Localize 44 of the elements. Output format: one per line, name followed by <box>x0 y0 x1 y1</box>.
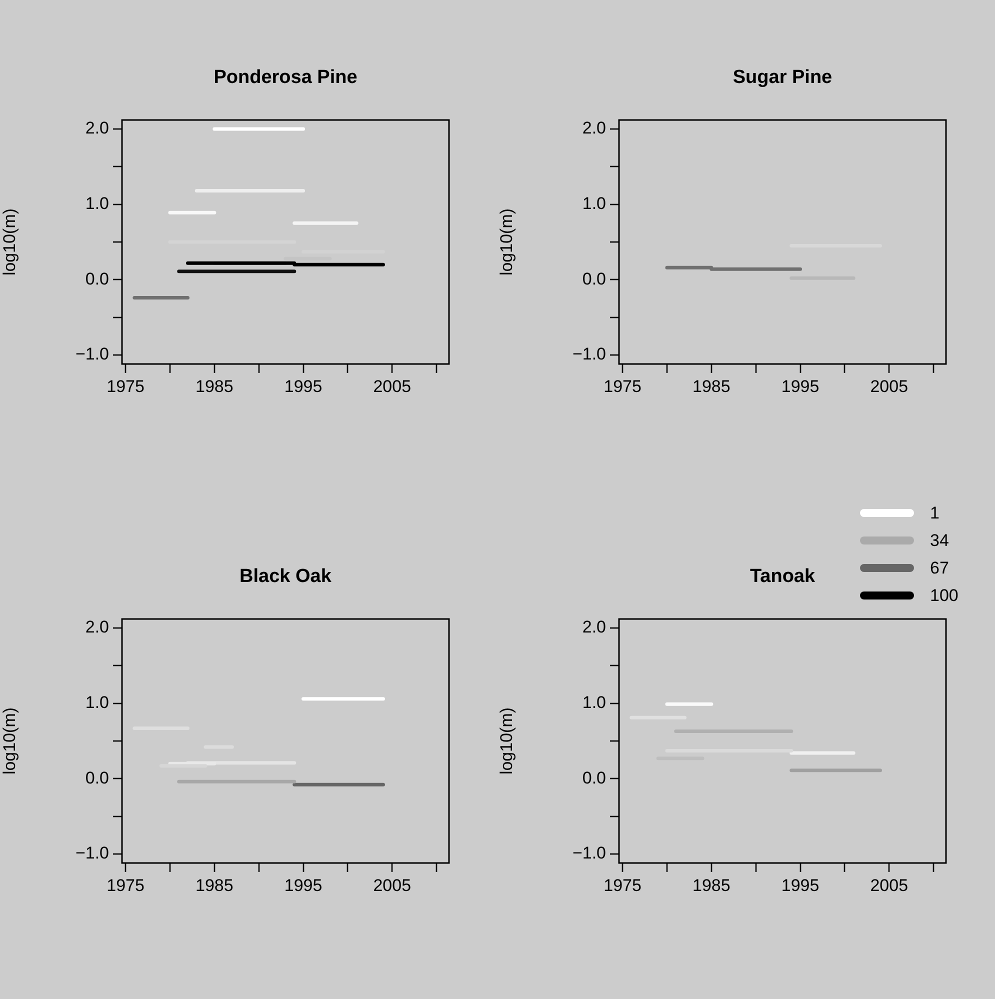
x-tick-label: 1995 <box>781 376 820 396</box>
y-tick-label: 2.0 <box>85 118 109 138</box>
y-axis-title: log10(m) <box>0 707 19 775</box>
x-tick-label: 2005 <box>373 376 412 396</box>
y-axis-title: log10(m) <box>0 208 19 276</box>
y-tick-label: 1.0 <box>85 693 109 712</box>
x-tick-label: 2005 <box>373 876 412 895</box>
y-tick-label: 0.0 <box>582 768 606 788</box>
y-axis-title: log10(m) <box>496 208 516 276</box>
y-tick-label: −1.0 <box>75 344 109 364</box>
x-tick-label: 1975 <box>106 376 144 396</box>
x-tick-label: 1995 <box>284 876 322 895</box>
legend-label: 34 <box>930 531 949 550</box>
chart-title: Ponderosa Pine <box>214 67 358 88</box>
y-tick-label: 2.0 <box>582 118 606 138</box>
x-tick-label: 1985 <box>692 876 730 895</box>
y-tick-label: 0.0 <box>582 269 606 288</box>
x-tick-label: 1975 <box>604 876 642 895</box>
x-tick-label: 1995 <box>284 376 322 396</box>
y-tick-label: 1.0 <box>582 693 606 712</box>
chart-title: Black Oak <box>240 566 332 588</box>
y-tick-label: 0.0 <box>85 768 109 788</box>
chart-title: Sugar Pine <box>732 67 832 88</box>
y-tick-label: −1.0 <box>572 344 606 364</box>
y-tick-label: −1.0 <box>75 844 109 863</box>
y-tick-label: 1.0 <box>85 194 109 214</box>
legend-label: 1 <box>930 504 940 523</box>
y-tick-label: 1.0 <box>582 194 606 214</box>
y-tick-label: 0.0 <box>85 269 109 288</box>
x-tick-label: 1975 <box>106 876 144 895</box>
y-axis-title: log10(m) <box>496 707 516 775</box>
x-tick-label: 1985 <box>692 376 730 396</box>
x-tick-label: 1985 <box>196 876 234 895</box>
legend-label: 100 <box>930 586 958 606</box>
y-tick-label: −1.0 <box>572 844 606 863</box>
x-tick-label: 1975 <box>604 376 642 396</box>
x-tick-label: 1985 <box>196 376 234 396</box>
chart-title: Tanoak <box>750 566 816 588</box>
x-tick-label: 1995 <box>781 876 820 895</box>
y-tick-label: 2.0 <box>582 618 606 637</box>
x-tick-label: 2005 <box>870 376 908 396</box>
y-tick-label: 2.0 <box>85 618 109 637</box>
x-tick-label: 2005 <box>870 876 908 895</box>
legend-label: 67 <box>930 558 949 578</box>
